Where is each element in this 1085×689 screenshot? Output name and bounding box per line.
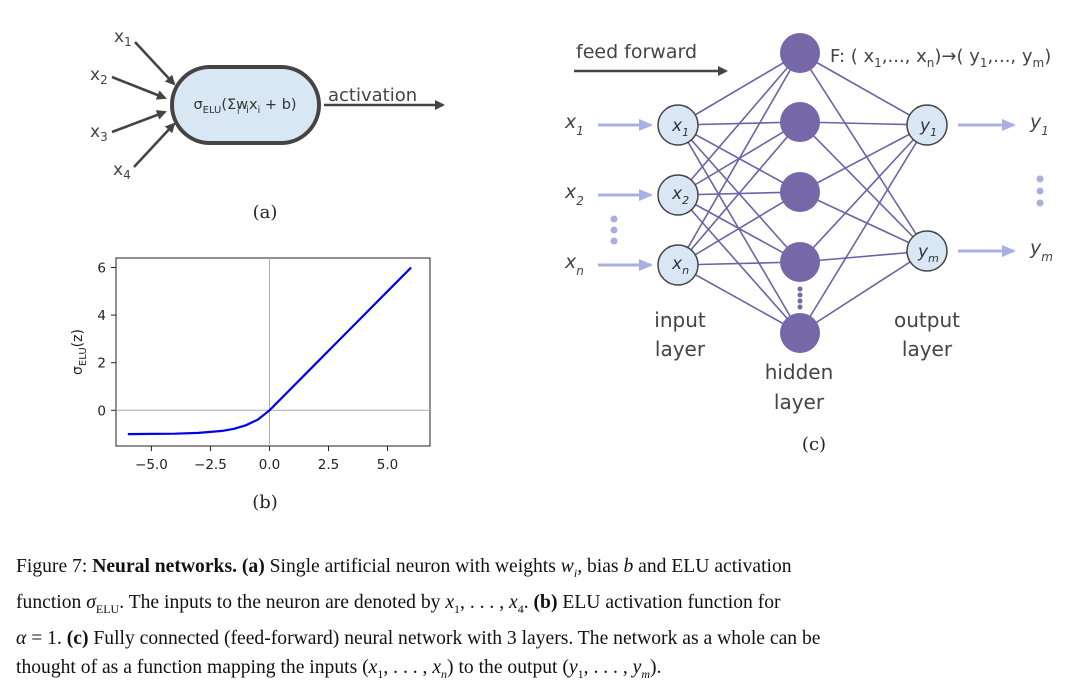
input-hidden-edge bbox=[677, 121, 801, 266]
input-hidden-edge bbox=[677, 52, 801, 126]
elu-curve bbox=[127, 266, 412, 436]
svg-text:xn: xn bbox=[671, 254, 689, 277]
output-label-m: ym bbox=[1029, 237, 1053, 264]
y-tick-label: 2 bbox=[97, 356, 106, 372]
hidden-node-1 bbox=[780, 33, 820, 73]
svg-text:x2: x2 bbox=[671, 184, 689, 207]
input-hidden-edge bbox=[677, 52, 801, 266]
hidden-nodes bbox=[780, 33, 820, 353]
x-tick-label: 2.5 bbox=[318, 457, 339, 473]
panel-a-label: (a) bbox=[253, 202, 278, 223]
input-label-x4: x4 bbox=[113, 160, 131, 182]
caption-line-1: Figure 7: Neural networks. (a) Single ar… bbox=[16, 556, 792, 580]
hidden-node-5 bbox=[780, 313, 820, 353]
hidden-output-edge bbox=[799, 124, 928, 334]
input-label-x2: x2 bbox=[90, 65, 108, 87]
hidden-output-edge bbox=[799, 121, 928, 126]
input-label-n: xn bbox=[564, 251, 584, 278]
figure-caption: Figure 7: Neural networks. (a) Single ar… bbox=[16, 552, 1072, 689]
x-tick-label: 5.0 bbox=[377, 457, 398, 473]
panel-b-label: (b) bbox=[252, 492, 278, 513]
panel-b: −5.0 −2.5 0.0 2.5 5.0 0 2 4 6 σELU(z) (b) bbox=[70, 257, 431, 513]
input-label-2: x2 bbox=[564, 181, 584, 208]
input-arrow-2 bbox=[111, 75, 167, 100]
x-tick-label: −2.5 bbox=[194, 457, 227, 473]
hidden-layer-label-2: layer bbox=[774, 390, 825, 414]
y-tick-label: 4 bbox=[97, 308, 106, 324]
activation-label: activation bbox=[328, 85, 417, 106]
input-label-x1: x1 bbox=[114, 27, 132, 49]
hidden-output-edge bbox=[799, 250, 928, 263]
input-hidden-edge bbox=[677, 52, 801, 196]
input-node-xn: xn bbox=[657, 244, 699, 286]
caption-line-2: function σELU. The inputs to the neuron … bbox=[16, 591, 781, 616]
input-layer-label-2: layer bbox=[655, 337, 706, 361]
output-ellipsis bbox=[1036, 175, 1044, 207]
output-nodes: y1 ym bbox=[906, 104, 948, 272]
hidden-ellipsis bbox=[797, 286, 803, 310]
input-hidden-edge bbox=[677, 264, 801, 334]
input-node-x1: x1 bbox=[657, 104, 699, 146]
output-node-ym: ym bbox=[906, 230, 948, 272]
function-mapping-label: F: ( x1,..., xn)→( y1,..., ym) bbox=[830, 46, 1051, 70]
x-ticks: −5.0 −2.5 0.0 2.5 5.0 bbox=[135, 446, 398, 473]
svg-text:ym: ym bbox=[917, 242, 939, 265]
neuron-formula: σELU(Σwi ixi + b) bbox=[193, 97, 296, 117]
hidden-node-4 bbox=[780, 242, 820, 282]
neuron-input-arrows bbox=[111, 41, 176, 168]
svg-text:y1: y1 bbox=[919, 116, 937, 139]
hidden-layer-label-1: hidden bbox=[765, 360, 834, 384]
y-axis-label: σELU(z) bbox=[70, 329, 89, 375]
panel-c-label: (c) bbox=[802, 434, 826, 455]
layer-labels: input layer hidden layer output layer bbox=[654, 308, 960, 414]
y-ticks: 0 2 4 6 bbox=[97, 261, 116, 419]
output-layer-label-2: layer bbox=[902, 337, 953, 361]
hidden-output-edge bbox=[799, 191, 928, 252]
hidden-output-edge bbox=[799, 52, 928, 126]
input-hidden-edge bbox=[677, 191, 801, 266]
output-node-y1: y1 bbox=[906, 104, 948, 146]
input-layer-label-1: input bbox=[654, 308, 706, 332]
x-tick-label: 0.0 bbox=[259, 457, 280, 473]
output-layer-label-1: output bbox=[894, 308, 960, 332]
plot-frame bbox=[115, 257, 431, 447]
neuron-node bbox=[170, 65, 321, 145]
caption-line-4: thought of as a function mapping the inp… bbox=[16, 656, 662, 681]
input-arrow-1 bbox=[134, 41, 176, 86]
caption-line-3: α = 1. (c) Fully connected (feed-forward… bbox=[16, 627, 821, 649]
hidden-node-2 bbox=[780, 102, 820, 142]
input-label-1: x1 bbox=[564, 111, 584, 138]
y-tick-label: 0 bbox=[97, 403, 106, 419]
input-arrows bbox=[598, 119, 653, 271]
hidden-output-edge bbox=[799, 52, 928, 252]
input-arrow-4 bbox=[133, 122, 176, 168]
panel-c: feed forward F: ( x1,..., xn)→( y1,..., … bbox=[564, 33, 1053, 455]
panel-a: x1 x2 x3 x4 σELU(Σwi ixi + b) activation… bbox=[90, 27, 445, 223]
hidden-output-edge bbox=[799, 250, 928, 334]
output-labels: y1 ym bbox=[1029, 111, 1053, 264]
hidden-node-3 bbox=[780, 172, 820, 212]
figure: x1 x2 x3 x4 σELU(Σwi ixi + b) activation… bbox=[70, 27, 1053, 513]
input-labels: x1 x2 xn bbox=[564, 111, 584, 278]
hidden-output-edge bbox=[799, 124, 928, 193]
input-nodes: x1 x2 xn bbox=[657, 104, 699, 286]
feed-forward-label: feed forward bbox=[576, 41, 697, 63]
hidden-output-edge bbox=[799, 121, 928, 252]
output-arrows bbox=[958, 119, 1016, 257]
hidden-output-edge bbox=[799, 124, 928, 263]
y-tick-label: 6 bbox=[97, 261, 106, 277]
input-node-x2: x2 bbox=[657, 174, 699, 216]
svg-text:x1: x1 bbox=[671, 116, 689, 139]
neuron-input-labels: x1 x2 x3 x4 bbox=[90, 27, 132, 182]
input-ellipsis bbox=[610, 215, 618, 245]
output-label-1: y1 bbox=[1029, 111, 1049, 138]
network-connections bbox=[677, 52, 928, 334]
input-label-x3: x3 bbox=[90, 122, 108, 144]
x-tick-label: −5.0 bbox=[135, 457, 168, 473]
input-arrow-3 bbox=[111, 110, 167, 134]
